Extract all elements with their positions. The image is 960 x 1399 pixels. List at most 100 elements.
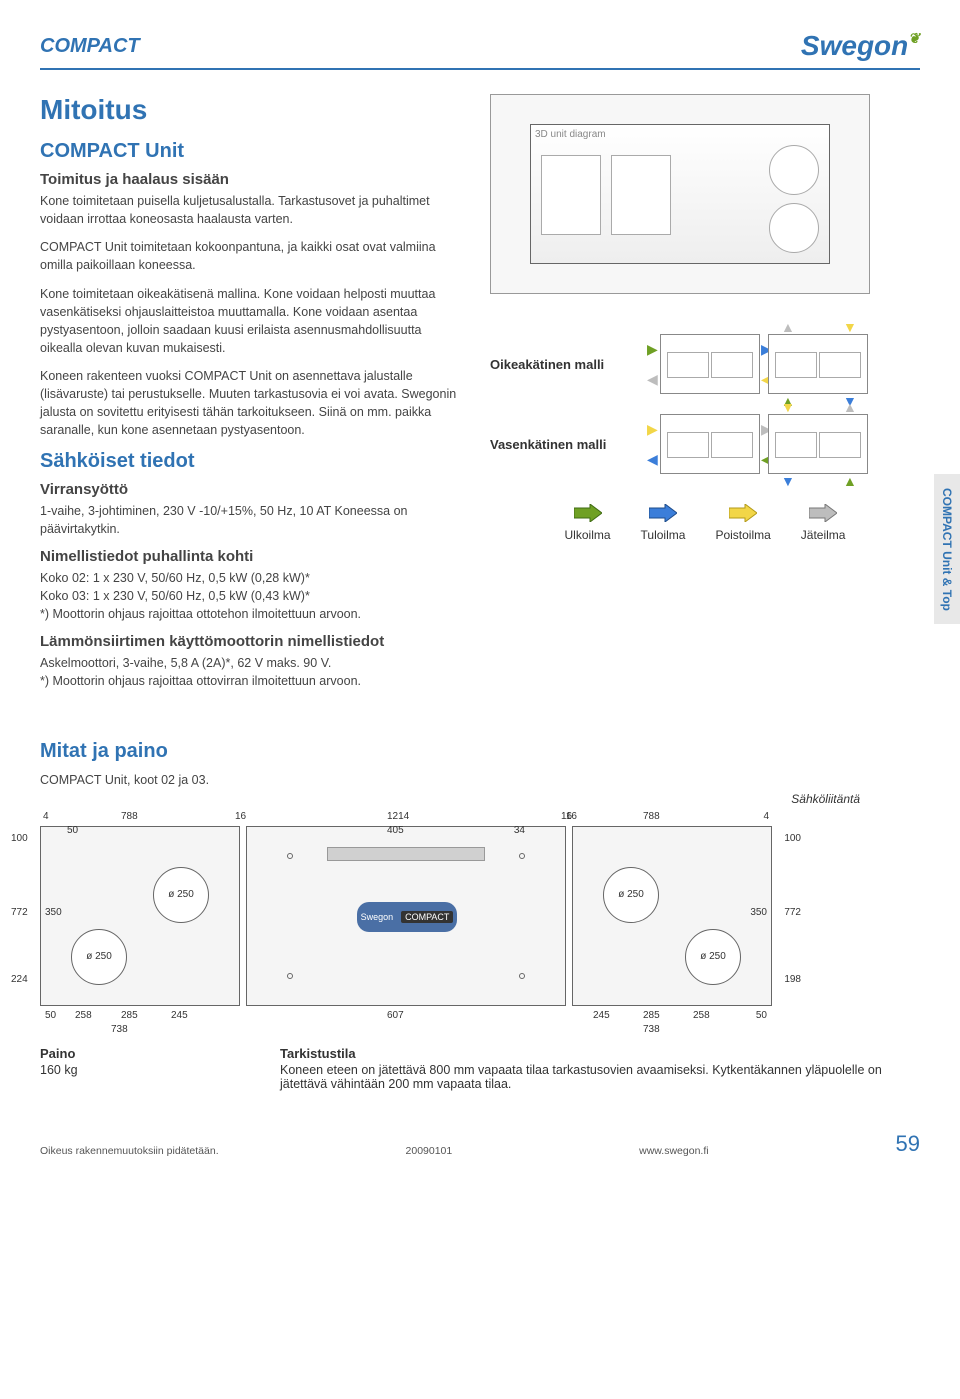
para-1: Kone toimitetaan puisella kuljetusalusta… bbox=[40, 192, 460, 228]
variant-left-row: Vasenkätinen malli ▶ ◀ ▶ ◀ ▼ ▲ ▼ ▲ bbox=[490, 414, 920, 474]
page-header: COMPACT Swegon❦ bbox=[40, 30, 920, 70]
h1-mitoitus: Mitoitus bbox=[40, 94, 460, 126]
legend-label: Jäteilma bbox=[801, 528, 846, 542]
legend-label: Tuloilma bbox=[641, 528, 686, 542]
iso-placeholder-label: 3D unit diagram bbox=[535, 129, 606, 140]
para-hx2: *) Moottorin ohjaus rajoittaa ottovirran… bbox=[40, 672, 460, 690]
arrow-icon bbox=[574, 504, 602, 522]
port-dia: ø 250 bbox=[86, 951, 112, 962]
dim: 4 bbox=[763, 811, 769, 822]
para-fan1: Koko 02: 1 x 230 V, 50/60 Hz, 0,5 kW (0,… bbox=[40, 569, 460, 587]
dim-front: 1214 405 34 16 16 607 SwegonCOMPACT bbox=[246, 826, 566, 1006]
dim-left-end: 4 788 50 100 772 350 224 50 258 285 245 … bbox=[40, 826, 240, 1006]
port-circle: ø 250 bbox=[153, 867, 209, 923]
legend-jateilma: Jäteilma bbox=[801, 504, 846, 542]
weight-heading: Paino bbox=[40, 1046, 240, 1061]
port-dia: ø 250 bbox=[168, 889, 194, 900]
weight-value: 160 kg bbox=[40, 1063, 240, 1077]
header-title: COMPACT bbox=[40, 35, 140, 58]
dim: 4 bbox=[43, 811, 49, 822]
variant-left-label: Vasenkätinen malli bbox=[490, 437, 640, 452]
dim: 738 bbox=[643, 1024, 660, 1035]
dim: 245 bbox=[593, 1010, 610, 1021]
isometric-diagram: 3D unit diagram bbox=[490, 94, 870, 294]
h3-hx: Lämmönsiirtimen käyttömoottorin nimellis… bbox=[40, 633, 460, 650]
brand-logo: Swegon❦ bbox=[801, 30, 920, 62]
variant-right-row: Oikeakätinen malli ▶ ◀ ▶ ◀ ▲ ▼ ▲ ▼ bbox=[490, 334, 920, 394]
schematic-right-1: ▶ ◀ ▶ ◀ bbox=[660, 334, 760, 394]
page-footer: Oikeus rakennemuutoksiin pidätetään. 200… bbox=[40, 1131, 920, 1157]
dim: 198 bbox=[784, 974, 801, 985]
dim: 405 bbox=[387, 825, 404, 836]
brand-text: Swegon bbox=[801, 30, 908, 61]
para-4: Koneen rakenteen vuoksi COMPACT Unit on … bbox=[40, 367, 460, 440]
legend-ulkoilma: Ulkoilma bbox=[565, 504, 611, 542]
dim: 772 bbox=[11, 907, 28, 918]
schematic-left-2: ▼ ▲ ▼ ▲ bbox=[768, 414, 868, 474]
dim: 258 bbox=[693, 1010, 710, 1021]
para-fan3: *) Moottorin ohjaus rajoittaa ottotehon … bbox=[40, 605, 460, 623]
dim: 1214 bbox=[387, 811, 409, 822]
dimension-drawings: 4 788 50 100 772 350 224 50 258 285 245 … bbox=[40, 826, 920, 1006]
dim: 50 bbox=[67, 825, 78, 836]
port-dia: ø 250 bbox=[700, 951, 726, 962]
h3-fan: Nimellistiedot puhallinta kohti bbox=[40, 548, 460, 565]
legend-label: Ulkoilma bbox=[565, 528, 611, 542]
page-number: 59 bbox=[896, 1131, 920, 1157]
dim: 258 bbox=[75, 1010, 92, 1021]
h2-electrical: Sähköiset tiedot bbox=[40, 450, 460, 473]
dim: 50 bbox=[756, 1010, 767, 1021]
footer-right: www.swegon.fi bbox=[639, 1145, 708, 1157]
dim: 16 bbox=[235, 811, 246, 822]
para-power: 1-vaihe, 3-johtiminen, 230 V -10/+15%, 5… bbox=[40, 502, 460, 538]
dim: 788 bbox=[643, 811, 660, 822]
arrow-icon bbox=[809, 504, 837, 522]
dim: 772 bbox=[784, 907, 801, 918]
arrow-icon bbox=[649, 504, 677, 522]
legend-label: Poistoilma bbox=[715, 528, 770, 542]
dim: 607 bbox=[387, 1010, 404, 1021]
dim: 16 bbox=[561, 811, 572, 822]
footer-center: 20090101 bbox=[406, 1145, 453, 1157]
text-column: Mitoitus COMPACT Unit Toimitus ja haalau… bbox=[40, 94, 460, 700]
h2-dims: Mitat ja paino bbox=[40, 740, 920, 763]
weight-service-row: Paino 160 kg Tarkistustila Koneen eteen … bbox=[40, 1046, 920, 1091]
port-circle: ø 250 bbox=[71, 929, 127, 985]
h2-unit: COMPACT Unit bbox=[40, 140, 460, 163]
dim: 285 bbox=[121, 1010, 138, 1021]
dim: 285 bbox=[643, 1010, 660, 1021]
service-heading: Tarkistustila bbox=[280, 1046, 920, 1061]
h3-delivery: Toimitus ja haalaus sisään bbox=[40, 171, 460, 188]
legend-poistoilma: Poistoilma bbox=[715, 504, 770, 542]
iso-box: 3D unit diagram bbox=[530, 124, 830, 264]
leaf-icon: ❦ bbox=[908, 30, 920, 46]
dimensions-section: Mitat ja paino COMPACT Unit, koot 02 ja … bbox=[40, 740, 920, 1090]
footer-left: Oikeus rakennemuutoksiin pidätetään. bbox=[40, 1145, 219, 1157]
side-tab: COMPACT Unit & Top bbox=[934, 474, 960, 624]
dim: 738 bbox=[111, 1024, 128, 1035]
para-hx1: Askelmoottori, 3-vaihe, 5,8 A (2A)*, 62 … bbox=[40, 654, 460, 672]
diagram-column: 3D unit diagram Oikeakätinen malli ▶ ◀ ▶… bbox=[490, 94, 920, 700]
arrow-icon bbox=[729, 504, 757, 522]
port-circle: ø 250 bbox=[685, 929, 741, 985]
dims-sub: COMPACT Unit, koot 02 ja 03. bbox=[40, 771, 920, 789]
service-text: Koneen eteen on jätettävä 800 mm vapaata… bbox=[280, 1063, 920, 1091]
dim: 100 bbox=[11, 833, 28, 844]
schematic-right-2: ▲ ▼ ▲ ▼ bbox=[768, 334, 868, 394]
variant-right-label: Oikeakätinen malli bbox=[490, 357, 640, 372]
arrow-legend: Ulkoilma Tuloilma Poistoilma Jäteilma bbox=[490, 504, 920, 542]
sahko-label: Sähköliitäntä bbox=[40, 792, 920, 806]
para-fan2: Koko 03: 1 x 230 V, 50/60 Hz, 0,5 kW (0,… bbox=[40, 587, 460, 605]
port-dia: ø 250 bbox=[618, 889, 644, 900]
dim: 245 bbox=[171, 1010, 188, 1021]
dim: 788 bbox=[121, 811, 138, 822]
h3-power: Virransyöttö bbox=[40, 481, 460, 498]
dim: 350 bbox=[45, 907, 62, 918]
legend-tuloilma: Tuloilma bbox=[641, 504, 686, 542]
dim: 50 bbox=[45, 1010, 56, 1021]
port-circle: ø 250 bbox=[603, 867, 659, 923]
para-2: COMPACT Unit toimitetaan kokoonpantuna, … bbox=[40, 238, 460, 274]
dim: 350 bbox=[750, 907, 767, 918]
dim: 34 bbox=[514, 825, 525, 836]
schematic-left-1: ▶ ◀ ▶ ◀ bbox=[660, 414, 760, 474]
